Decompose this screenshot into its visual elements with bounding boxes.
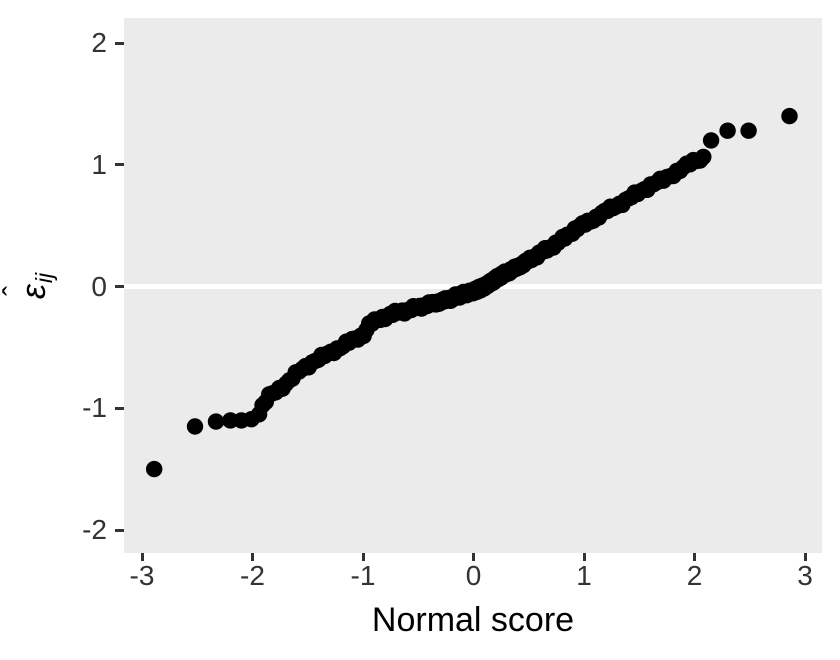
- x-tick-label: -1: [350, 560, 376, 591]
- x-tick-mark: [361, 553, 365, 561]
- y-tick-label: -1: [82, 392, 107, 424]
- data-point: [702, 132, 720, 149]
- x-tick-label: 2: [686, 560, 703, 591]
- hat-accent: ˆ: [0, 285, 31, 296]
- x-tick-label: 1: [576, 560, 592, 591]
- y-tick-mark: [115, 163, 124, 167]
- x-tick-mark: [582, 553, 586, 561]
- y-tick-mark: [115, 528, 124, 532]
- x-tick-mark: [693, 553, 696, 561]
- y-axis-title: ˆ ε ij: [0, 246, 74, 326]
- y-tick-label: 0: [91, 270, 107, 302]
- x-tick-label: -3: [129, 560, 155, 591]
- y-tick-label: 2: [91, 27, 107, 58]
- x-tick-mark: [472, 553, 475, 561]
- y-tick-label: 1: [91, 148, 107, 180]
- x-tick-mark: [251, 553, 254, 561]
- data-point: [243, 411, 260, 428]
- x-tick-label: 3: [797, 560, 813, 591]
- data-point: [719, 122, 736, 139]
- data-point: [695, 148, 712, 166]
- x-tick-mark: [803, 553, 807, 561]
- subscript-ij: ij: [30, 272, 57, 284]
- scatter-points-layer: [146, 107, 798, 478]
- x-axis-title: Normal score: [371, 601, 575, 639]
- data-point: [207, 413, 225, 430]
- data-point: [740, 122, 757, 139]
- y-tick-mark: [115, 285, 124, 288]
- data-point: [186, 418, 204, 435]
- x-tick-mark: [140, 553, 144, 561]
- plot-panel: [124, 18, 822, 553]
- data-point: [146, 460, 163, 478]
- y-tick-mark: [115, 406, 124, 410]
- y-tick-mark: [115, 41, 124, 45]
- x-tick-label: -2: [240, 560, 265, 591]
- data-point: [781, 107, 798, 125]
- epsilon-hat-symbol: ˆ ε: [0, 284, 54, 299]
- x-tick-label: 0: [465, 560, 482, 591]
- y-tick-label: -2: [82, 514, 107, 545]
